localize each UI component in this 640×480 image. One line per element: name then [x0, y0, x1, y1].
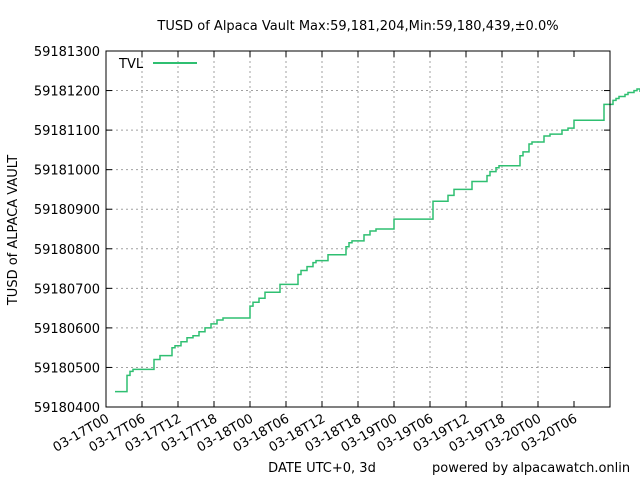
- y-tick-label: 59181100: [34, 124, 100, 139]
- y-tick-label: 59180500: [34, 361, 100, 376]
- chart-title: TUSD of Alpaca Vault Max:59,181,204,Min:…: [156, 19, 558, 34]
- y-tick-label: 59180700: [34, 282, 100, 297]
- legend: TVL: [118, 57, 197, 72]
- y-axis-label: TUSD of ALPACA VAULT: [6, 155, 21, 306]
- y-tick-labels: 59180400 59180500 59180600 59180700 59180800…: [34, 45, 100, 416]
- y-tick-label: 59181200: [34, 85, 100, 100]
- plot-frame: [105, 50, 611, 408]
- y-tick-label: 59180600: [34, 322, 100, 337]
- y-tick-label: 59180400: [34, 401, 100, 416]
- x-axis-label: DATE UTC+0, 3d: [268, 461, 376, 476]
- axis-ticks: [105, 50, 610, 408]
- x-tick-labels: 03-17T0003-17T0603-17T1203-17T1803-18T00…: [51, 411, 580, 455]
- legend-label-tvl: TVL: [118, 57, 144, 72]
- grid-lines: [106, 51, 610, 407]
- y-tick-label: 59180800: [34, 243, 100, 258]
- y-tick-label: 59181300: [34, 45, 100, 60]
- series-line-tvl: [115, 88, 640, 393]
- series-layer: [115, 88, 640, 393]
- y-tick-label: 59180900: [34, 203, 100, 218]
- credit-text: powered by alpacawatch.onlin: [432, 461, 630, 476]
- y-tick-label: 59181000: [34, 164, 100, 179]
